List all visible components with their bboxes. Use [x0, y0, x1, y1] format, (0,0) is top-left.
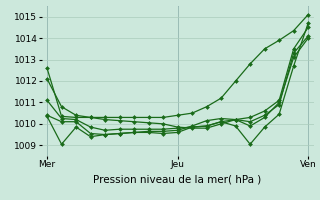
X-axis label: Pression niveau de la mer( hPa ): Pression niveau de la mer( hPa ): [93, 175, 262, 185]
